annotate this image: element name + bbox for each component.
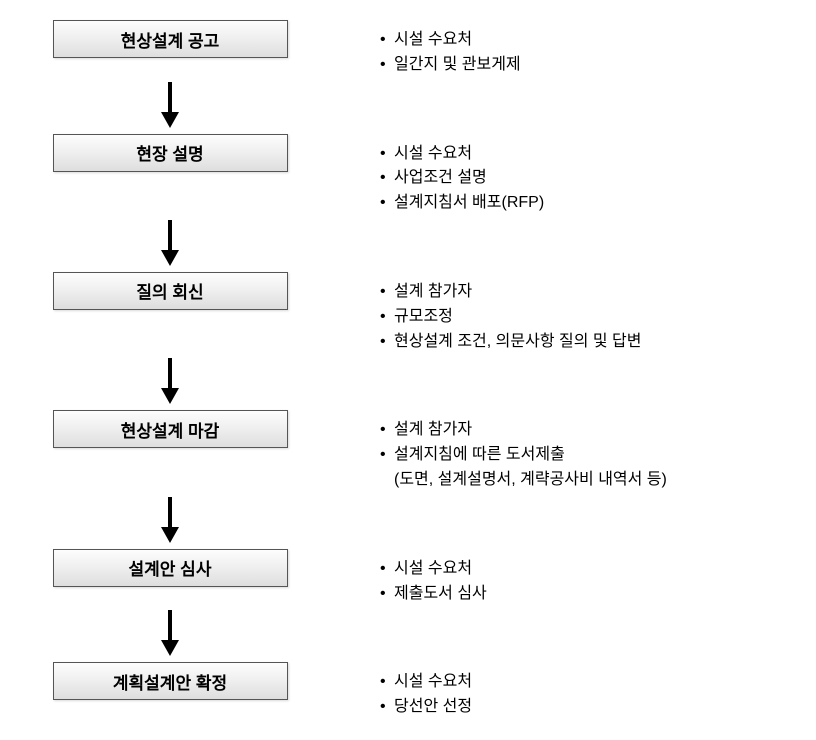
flow-right-col: 시설 수요처 제출도서 심사: [320, 549, 487, 607]
bullet-item: 규모조정: [380, 305, 641, 330]
flow-row: 설계안 심사 시설 수요처 제출도서 심사: [20, 549, 796, 607]
step-label: 현상설계 공고: [121, 27, 220, 52]
arrow-down-icon: [160, 216, 180, 272]
arrow-down-icon: [160, 493, 180, 549]
flow-row: 계획설계안 확정 시설 수요처 당선안 선정: [20, 662, 796, 720]
flow-left-col: 계획설계안 확정: [20, 662, 320, 700]
bullet-item: 시설 수요처: [380, 142, 544, 167]
step-label: 설계안 심사: [129, 555, 212, 580]
flow-right-col: 설계 참가자 설계지침에 따른 도서제출 (도면, 설계설명서, 계략공사비 내…: [320, 410, 667, 492]
arrow-row: [20, 78, 796, 134]
step-box: 계획설계안 확정: [53, 662, 288, 700]
bullet-list: 시설 수요처 일간지 및 관보게제: [380, 28, 521, 78]
bullet-item: 시설 수요처: [380, 557, 487, 582]
arrow-row: [20, 493, 796, 549]
step-label: 현상설계 마감: [121, 417, 220, 442]
arrow-row: [20, 216, 796, 272]
step-box: 질의 회신: [53, 272, 288, 310]
bullet-item: 시설 수요처: [380, 670, 472, 695]
step-label: 질의 회신: [136, 278, 203, 303]
bullet-item: 설계지침서 배포(RFP): [380, 191, 544, 216]
step-box: 설계안 심사: [53, 549, 288, 587]
bullet-item: 시설 수요처: [380, 28, 521, 53]
bullet-item: 설계 참가자: [380, 418, 667, 443]
arrow-down-icon: [160, 606, 180, 662]
step-box: 현상설계 공고: [53, 20, 288, 58]
flow-right-col: 시설 수요처 당선안 선정: [320, 662, 472, 720]
bullet-item: 설계 참가자: [380, 280, 641, 305]
flow-row: 현장 설명 시설 수요처 사업조건 설명 설계지침서 배포(RFP): [20, 134, 796, 216]
bullet-list: 설계 참가자 설계지침에 따른 도서제출: [380, 418, 667, 468]
flow-left-col: 현상설계 마감: [20, 410, 320, 448]
step-label: 현장 설명: [136, 140, 203, 165]
flow-row: 질의 회신 설계 참가자 규모조정 현상설계 조건, 의문사항 질의 및 답변: [20, 272, 796, 354]
flow-left-col: [20, 78, 320, 134]
flow-left-col: 현장 설명: [20, 134, 320, 172]
bullet-item: 제출도서 심사: [380, 582, 487, 607]
arrow-row: [20, 606, 796, 662]
flow-left-col: [20, 606, 320, 662]
flow-left-col: [20, 493, 320, 549]
flow-row: 현상설계 마감 설계 참가자 설계지침에 따른 도서제출 (도면, 설계설명서,…: [20, 410, 796, 492]
bullet-list: 시설 수요처 당선안 선정: [380, 670, 472, 720]
step-label: 계획설계안 확정: [113, 669, 227, 694]
sub-note: (도면, 설계설명서, 계략공사비 내역서 등): [380, 468, 667, 493]
step-box: 현장 설명: [53, 134, 288, 172]
arrow-row: [20, 354, 796, 410]
arrow-down-icon: [160, 354, 180, 410]
flow-left-col: 현상설계 공고: [20, 20, 320, 58]
flow-left-col: 질의 회신: [20, 272, 320, 310]
bullet-list: 설계 참가자 규모조정 현상설계 조건, 의문사항 질의 및 답변: [380, 280, 641, 354]
flow-row: 현상설계 공고 시설 수요처 일간지 및 관보게제: [20, 20, 796, 78]
bullet-item: 사업조건 설명: [380, 166, 544, 191]
bullet-item: 당선안 선정: [380, 695, 472, 720]
bullet-item: 현상설계 조건, 의문사항 질의 및 답변: [380, 330, 641, 355]
flowchart-container: 현상설계 공고 시설 수요처 일간지 및 관보게제 현장 설명: [20, 20, 796, 720]
bullet-list: 시설 수요처 사업조건 설명 설계지침서 배포(RFP): [380, 142, 544, 216]
step-box: 현상설계 마감: [53, 410, 288, 448]
flow-right-col: 시설 수요처 일간지 및 관보게제: [320, 20, 521, 78]
arrow-down-icon: [160, 78, 180, 134]
bullet-item: 설계지침에 따른 도서제출: [380, 443, 667, 468]
flow-left-col: [20, 354, 320, 410]
flow-right-col: 시설 수요처 사업조건 설명 설계지침서 배포(RFP): [320, 134, 544, 216]
flow-left-col: [20, 216, 320, 272]
flow-right-col: 설계 참가자 규모조정 현상설계 조건, 의문사항 질의 및 답변: [320, 272, 641, 354]
flow-left-col: 설계안 심사: [20, 549, 320, 587]
bullet-item: 일간지 및 관보게제: [380, 53, 521, 78]
